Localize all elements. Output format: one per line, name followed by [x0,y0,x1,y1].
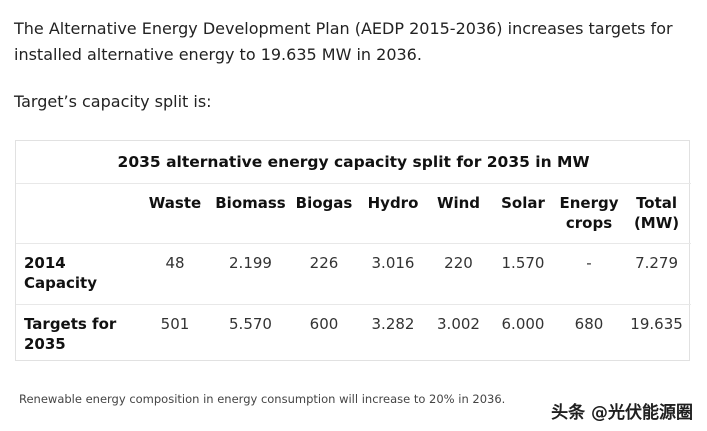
table-cell: 3.282 [371,315,415,333]
table-cell: 220 [427,243,490,305]
table-cell: 3.002 [437,315,480,333]
header-cell-waste: Waste [138,183,212,244]
table-caption-row: 2035 alternative energy capacity split f… [16,141,692,184]
table-cell: 19.635 [630,315,683,333]
table-row: Targets for 2035 501 5.570 600 3.282 3.0… [16,305,691,366]
header-cell-energy-crops: Energy crops [556,183,622,244]
table-cell: 2.199 [212,243,289,305]
header-cell-biogas: Biogas [289,183,359,244]
table-caption: 2035 alternative energy capacity split f… [16,141,692,184]
header-cell-wind: Wind [427,183,490,244]
table-cell: 7.279 [622,243,692,305]
footnote: Renewable energy composition in energy c… [19,392,506,406]
table-cell: 600 [309,315,339,333]
table-cell: - [556,243,622,305]
capacity-table-container: 2035 alternative energy capacity split f… [15,140,692,361]
intro-paragraph: The Alternative Energy Development Plan … [14,19,673,64]
table-cell: 1.570 [490,243,556,305]
header-cell-solar: Solar [490,183,556,244]
watermark: 头条 @光伏能源圈 [551,403,693,423]
table-cell: 5.570 [229,315,272,333]
table-cell: 226 [289,243,359,305]
table-cell: 6.000 [501,315,545,333]
row-label: Targets for 2035 [24,315,117,353]
header-cell-biomass: Biomass [212,183,289,244]
header-cell-empty [16,183,138,244]
lead-text: Target’s capacity split is: [14,92,212,111]
table-row: 2014 Capacity 48 2.199 226 3.016 220 1.5… [16,243,692,305]
table-cell: 3.016 [359,243,427,305]
capacity-table: 2035 alternative energy capacity split f… [16,141,692,366]
table-cell: 501 [160,315,190,333]
table-cell: 48 [138,243,212,305]
header-cell-total: Total (MW) [622,183,692,244]
table-header-row: Waste Biomass Biogas Hydro Wind Solar En… [16,183,692,244]
row-label: 2014 Capacity [16,243,138,305]
header-cell-hydro: Hydro [359,183,427,244]
table-cell: 680 [574,315,604,333]
